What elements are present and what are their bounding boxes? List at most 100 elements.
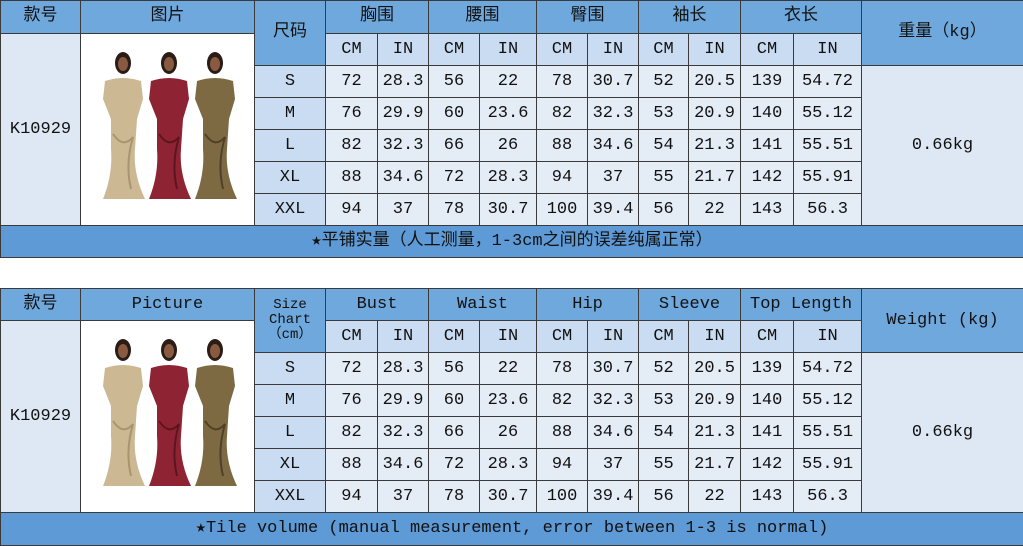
value-cell: 20.9 (689, 98, 741, 130)
value-cell: 22 (689, 481, 741, 513)
unit-header: IN (480, 34, 537, 66)
unit-header: IN (794, 321, 862, 353)
value-cell: 20.5 (689, 353, 741, 385)
unit-header: IN (689, 34, 741, 66)
dress (149, 78, 191, 199)
value-cell: 66 (429, 417, 480, 449)
value-cell: 56 (429, 353, 480, 385)
value-cell: 142 (741, 162, 794, 194)
value-cell: 34.6 (378, 162, 429, 194)
value-cell: 141 (741, 130, 794, 162)
value-cell: 37 (378, 481, 429, 513)
unit-header: IN (588, 321, 639, 353)
value-cell: 32.3 (588, 98, 639, 130)
value-cell: 143 (741, 481, 794, 513)
value-cell: 30.7 (480, 194, 537, 226)
value-cell: 34.6 (378, 449, 429, 481)
value-cell: 21.3 (689, 130, 741, 162)
unit-header: IN (378, 34, 429, 66)
value-cell: 55.51 (794, 417, 862, 449)
unit-header: IN (794, 34, 862, 66)
face (210, 344, 220, 358)
value-cell: 39.4 (588, 194, 639, 226)
value-cell: 22 (480, 66, 537, 98)
value-cell: 94 (326, 194, 378, 226)
value-cell: 32.3 (378, 417, 429, 449)
unit-header: IN (588, 34, 639, 66)
value-cell: 56.3 (794, 481, 862, 513)
value-cell: 78 (429, 194, 480, 226)
dress-photos (93, 336, 243, 491)
size-cell: S (255, 66, 326, 98)
dress (149, 365, 191, 486)
value-cell: 76 (326, 98, 378, 130)
unit-header: CM (639, 321, 689, 353)
size-cell: M (255, 98, 326, 130)
value-cell: 55 (639, 162, 689, 194)
value-cell: 55.12 (794, 98, 862, 130)
size-header: Size Chart （cm） (255, 289, 326, 353)
weight-header: Weight (kg) (862, 289, 1023, 353)
value-cell: 78 (429, 481, 480, 513)
measure-header: Sleeve (639, 289, 741, 321)
value-cell: 72 (326, 66, 378, 98)
value-cell: 72 (429, 449, 480, 481)
dress-photos (93, 49, 243, 204)
value-cell: 141 (741, 417, 794, 449)
dress (103, 365, 145, 486)
value-cell: 60 (429, 385, 480, 417)
value-cell: 52 (639, 66, 689, 98)
value-cell: 39.4 (588, 481, 639, 513)
unit-header: IN (378, 321, 429, 353)
measure-header: 袖长 (639, 1, 741, 34)
size-cell: M (255, 385, 326, 417)
value-cell: 28.3 (378, 353, 429, 385)
value-cell: 37 (378, 194, 429, 226)
dress (103, 78, 145, 199)
value-cell: 88 (326, 162, 378, 194)
value-cell: 37 (588, 449, 639, 481)
value-cell: 34.6 (588, 417, 639, 449)
unit-header: IN (480, 321, 537, 353)
value-cell: 100 (537, 481, 588, 513)
value-cell: 20.9 (689, 385, 741, 417)
measure-header: Hip (537, 289, 639, 321)
face (210, 57, 220, 71)
value-cell: 78 (537, 353, 588, 385)
value-cell: 139 (741, 66, 794, 98)
unit-header: CM (326, 321, 378, 353)
weight-cell: 0.66kg (862, 353, 1023, 513)
value-cell: 21.7 (689, 162, 741, 194)
value-cell: 55.91 (794, 162, 862, 194)
table-row: 款号图片尺码胸围腰围臀围袖长衣长重量（kg） (1, 1, 1023, 34)
value-cell: 22 (689, 194, 741, 226)
face (118, 57, 128, 71)
value-cell: 72 (326, 353, 378, 385)
unit-header: IN (689, 321, 741, 353)
value-cell: 21.7 (689, 449, 741, 481)
value-cell: 82 (326, 417, 378, 449)
code-header: 款号 (1, 289, 81, 321)
value-cell: 55.91 (794, 449, 862, 481)
measure-header: 胸围 (326, 1, 429, 34)
value-cell: 140 (741, 98, 794, 130)
value-cell: 88 (537, 130, 588, 162)
value-cell: 94 (537, 449, 588, 481)
value-cell: 32.3 (588, 385, 639, 417)
value-cell: 94 (537, 162, 588, 194)
value-cell: 60 (429, 98, 480, 130)
value-cell: 88 (537, 417, 588, 449)
size-header: 尺码 (255, 1, 326, 66)
face (118, 344, 128, 358)
value-cell: 52 (639, 353, 689, 385)
table-row: ★Tile volume (manual measurement, error … (1, 513, 1023, 546)
picture-header: 图片 (81, 1, 255, 34)
footer-note: ★Tile volume (manual measurement, error … (1, 513, 1023, 546)
value-cell: 26 (480, 417, 537, 449)
value-cell: 143 (741, 194, 794, 226)
size-cell: L (255, 130, 326, 162)
code-cell: K10929 (1, 34, 81, 226)
